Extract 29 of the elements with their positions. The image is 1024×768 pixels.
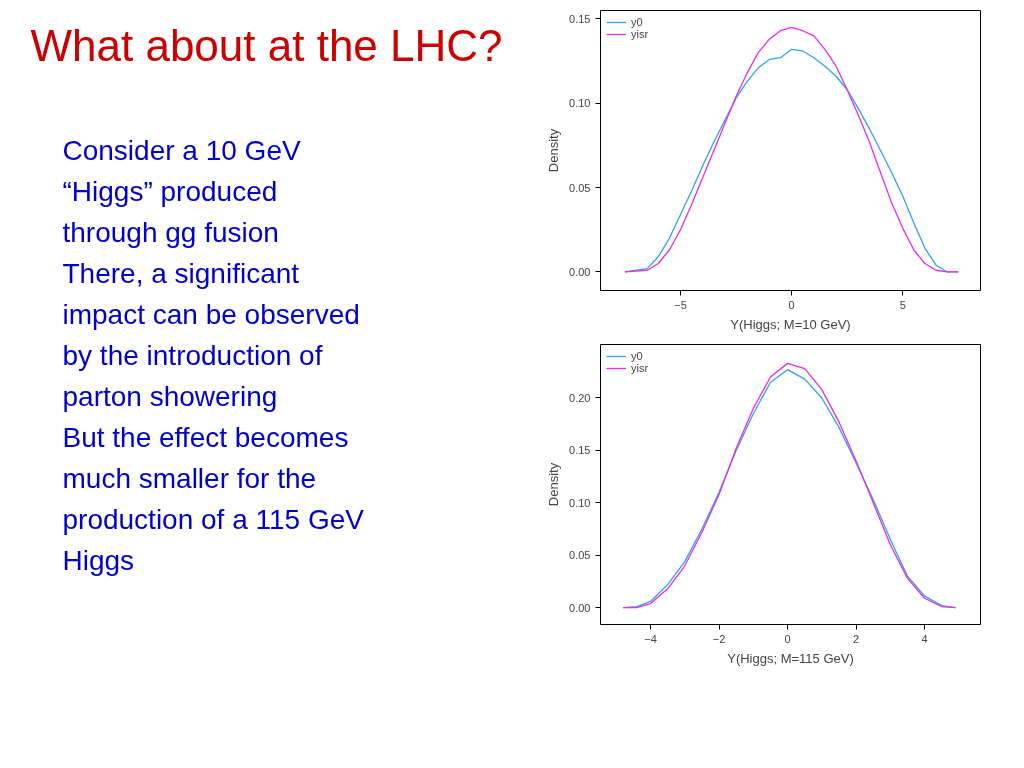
- y-tick-label: 0.15: [569, 444, 591, 457]
- y-tick-label: 0.10: [569, 97, 591, 110]
- y-tick-label: 0.20: [569, 391, 591, 404]
- text: Consider a 10 GeV “Higgs” produced through gg fusion: [62, 135, 301, 248]
- x-axis-title: Y(Higgs; M=10 GeV): [730, 316, 851, 332]
- y-axis-title: Density: [546, 128, 562, 173]
- x-tick-label: −5: [674, 298, 687, 311]
- y-tick-label: 0.05: [569, 181, 591, 194]
- x-tick-label: 5: [899, 298, 906, 311]
- legend-label: y0: [631, 16, 644, 28]
- y-tick-label: 0.15: [569, 12, 591, 25]
- legend-label: yisr: [631, 28, 650, 40]
- x-tick-label: 0: [784, 632, 791, 645]
- text: What about at the LHC?: [30, 20, 503, 70]
- x-axis-title: Y(Higgs; M=115 GeV): [727, 650, 854, 666]
- y-tick-label: 0.05: [569, 549, 591, 562]
- y-axis-title: Density: [546, 462, 562, 507]
- x-tick-label: 4: [921, 632, 928, 645]
- text: But the effect becomes much smaller for the production of a 115 GeV Higgs: [62, 422, 365, 576]
- x-tick-label: −2: [712, 632, 726, 645]
- text: There, a significant impact can be observed by the introduction of parton showering: [62, 258, 360, 412]
- x-tick-label: 0: [788, 298, 795, 311]
- legend-label: yisr: [631, 362, 650, 374]
- y-tick-label: 0.00: [569, 265, 591, 278]
- x-tick-label: −4: [644, 632, 657, 645]
- y-tick-label: 0.00: [569, 601, 591, 614]
- x-tick-label: 2: [853, 632, 860, 645]
- y-tick-label: 0.10: [569, 496, 591, 509]
- legend-label: y0: [631, 350, 644, 362]
